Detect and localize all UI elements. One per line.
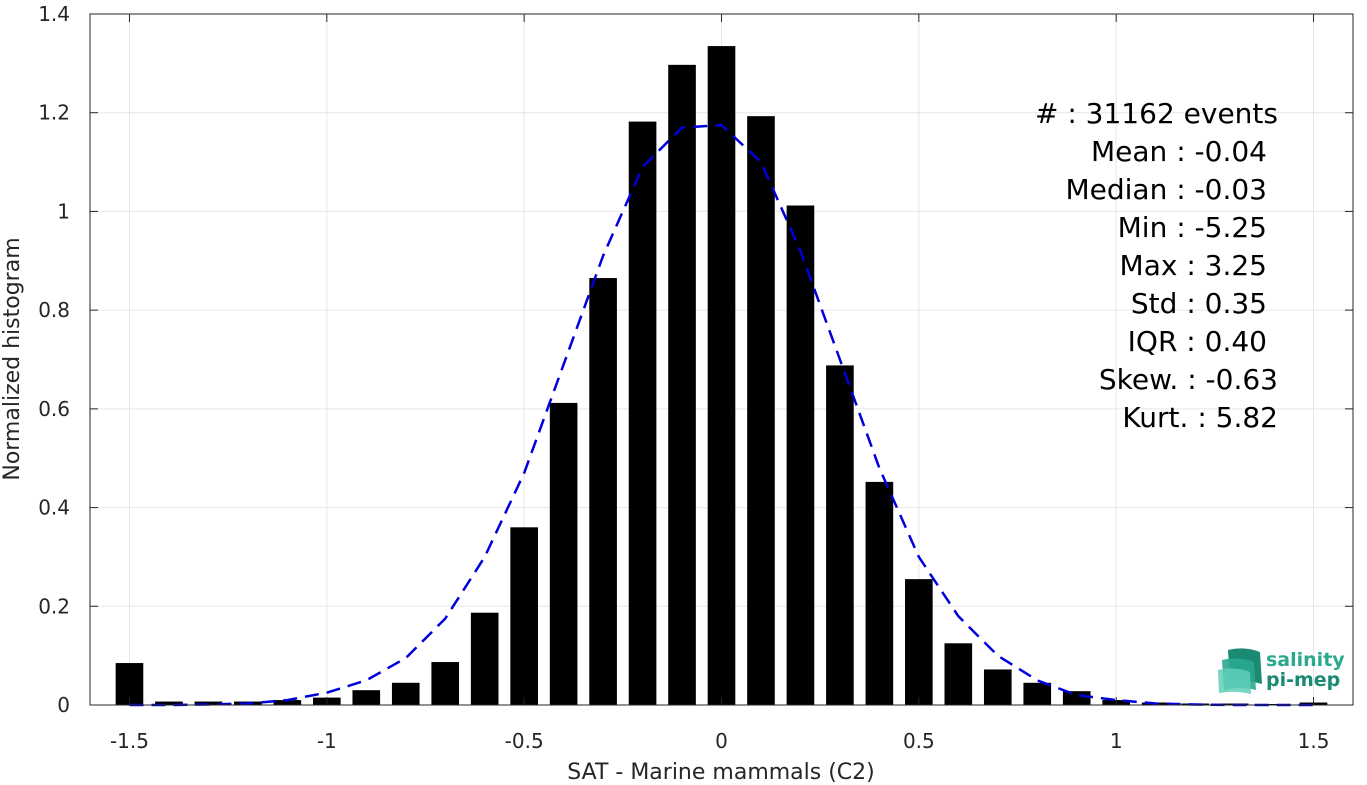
histogram-bar	[905, 579, 933, 705]
fit-curve-group	[129, 123, 1314, 707]
x-tick-label: 1	[1110, 729, 1123, 753]
x-tick-labels: -1.5 -1 -0.5 0 0.5 1 1.5	[110, 729, 1329, 753]
x-tick-label: 1.5	[1298, 729, 1330, 753]
y-tick-label: 1	[57, 199, 70, 223]
salinity-pimep-logo: salinity pi-mep	[1218, 648, 1345, 694]
histogram-bar	[431, 662, 460, 705]
y-tick-label: 0.2	[38, 594, 70, 618]
histogram-bar	[391, 682, 420, 705]
y-tick-label: 0.8	[38, 298, 70, 322]
stat-kurt: Kurt. : 5.82	[1122, 401, 1278, 434]
histogram-bar	[865, 481, 894, 705]
histogram-bar	[786, 205, 815, 705]
stat-median: Median : -0.03	[1065, 173, 1267, 206]
histogram-bar	[273, 700, 302, 705]
x-tick-label: 0	[715, 729, 728, 753]
stat-skew: Skew. : -0.63	[1099, 363, 1278, 396]
histogram-bar	[628, 121, 657, 705]
logo-line1: salinity	[1266, 649, 1345, 671]
histogram-bar	[1023, 682, 1052, 705]
logo-line2: pi-mep	[1266, 669, 1340, 691]
histogram-bar	[1062, 691, 1091, 705]
fit-curve-line	[129, 123, 1314, 707]
histogram-bar	[668, 64, 696, 705]
y-tick-label: 0	[57, 693, 70, 717]
stat-max: Max : 3.25	[1120, 249, 1267, 282]
y-tick-label: 0.6	[38, 397, 70, 421]
stat-min: Min : -5.25	[1118, 211, 1267, 244]
y-tick-label: 0.4	[38, 496, 70, 520]
x-tick-label: -1.5	[110, 729, 149, 753]
histogram-bar	[944, 643, 973, 705]
y-tick-label: 1.2	[38, 101, 70, 125]
x-tick-label: -0.5	[505, 729, 544, 753]
logo-wave-icon	[1218, 648, 1262, 694]
y-axis-label: Normalized histogram	[0, 237, 25, 480]
axis-ticks	[90, 13, 1353, 706]
stat-iqr: IQR : 0.40	[1128, 325, 1267, 358]
x-tick-label: -1	[317, 729, 337, 753]
histogram-bar	[983, 669, 1012, 705]
x-axis-label: SAT - Marine mammals (C2)	[567, 760, 875, 785]
histogram-bar	[707, 46, 736, 705]
histogram-bar	[470, 612, 499, 705]
histogram-bar	[352, 690, 381, 705]
x-tick-label: 0.5	[903, 729, 935, 753]
stat-std: Std : 0.35	[1131, 287, 1267, 320]
y-tick-label: 1.4	[38, 2, 70, 26]
histogram-bar	[826, 365, 854, 705]
stat-mean: Mean : -0.04	[1091, 135, 1267, 168]
stat-count: # : 31162 events	[1035, 97, 1278, 130]
stats-annotation: # : 31162 events Mean : -0.04 Median : -…	[1035, 97, 1278, 434]
histogram-bar	[155, 701, 183, 705]
histogram-bar	[747, 116, 775, 705]
y-tick-labels: 0 0.2 0.4 0.6 0.8 1 1.2 1.4	[38, 2, 70, 717]
histogram-bar	[589, 278, 617, 705]
histogram-bar	[510, 527, 538, 705]
histogram-bar	[549, 402, 578, 705]
